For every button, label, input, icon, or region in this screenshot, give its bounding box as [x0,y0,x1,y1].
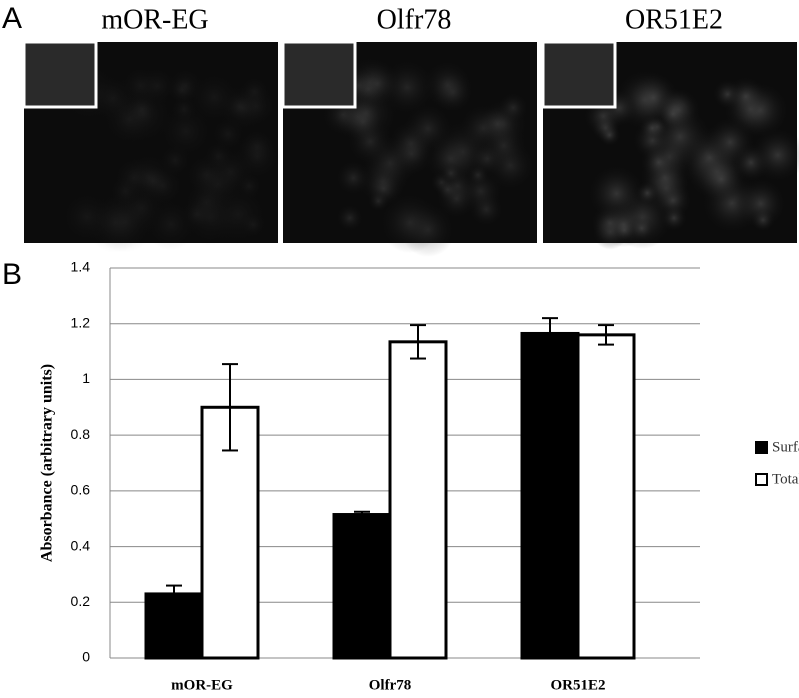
cell [422,59,473,110]
y-tick-label: 0.8 [71,426,91,442]
image-title: Olfr78 [377,4,452,35]
inset [22,40,98,109]
error-bar [410,324,426,360]
cell [466,163,490,187]
panel-label: A [2,2,22,35]
error-bar [166,584,182,604]
cell [102,92,156,146]
y-tick-label: 1.4 [71,259,91,275]
cell [94,190,156,253]
legend-label: Surface [772,439,799,455]
bar [332,513,392,660]
cell [336,204,364,232]
cell [726,76,766,117]
bar [520,331,580,660]
cell [697,155,745,203]
cell [159,104,214,159]
inset [541,40,617,109]
image-panel [22,40,799,258]
cell [362,135,418,191]
cell [238,75,271,108]
cell [750,127,799,183]
y-tick-label: 1.2 [71,314,91,330]
cell [354,60,402,107]
cell [335,160,371,196]
cell [435,177,461,203]
cell [648,105,712,168]
cell [379,192,441,254]
y-tick-label: 0.2 [71,593,91,609]
error-bar [598,324,614,346]
cell [113,156,155,199]
cell [635,181,660,205]
panel-label: B [2,258,22,291]
y-tick-label: 1 [82,370,90,386]
x-tick-label: mOR-EG [171,677,233,693]
bar [144,592,204,660]
x-tick-label: Olfr78 [369,677,412,693]
legend-swatch [755,441,768,454]
cell [184,153,229,197]
error-bar [222,363,238,452]
cell [704,117,756,168]
inset [281,40,357,109]
cell [598,123,621,147]
y-axis-label: Absorbance (arbitrary units) [39,364,56,562]
bar [388,340,448,660]
cell [479,121,528,170]
y-tick-label: 0 [82,649,90,665]
y-tick-label: 0.6 [71,482,91,498]
image-title: mOR-EG [101,4,208,35]
bar [576,333,636,660]
legend-swatch [755,473,768,486]
y-tick-label: 0.4 [71,537,91,553]
cell [497,92,529,124]
cell [735,178,787,229]
cell [600,202,647,248]
image-title: OR51E2 [625,4,723,35]
x-tick-label: OR51E2 [550,677,605,693]
cell [367,190,390,212]
error-bar [542,317,558,350]
legend-label: Total [772,471,799,487]
error-bar [354,510,370,519]
